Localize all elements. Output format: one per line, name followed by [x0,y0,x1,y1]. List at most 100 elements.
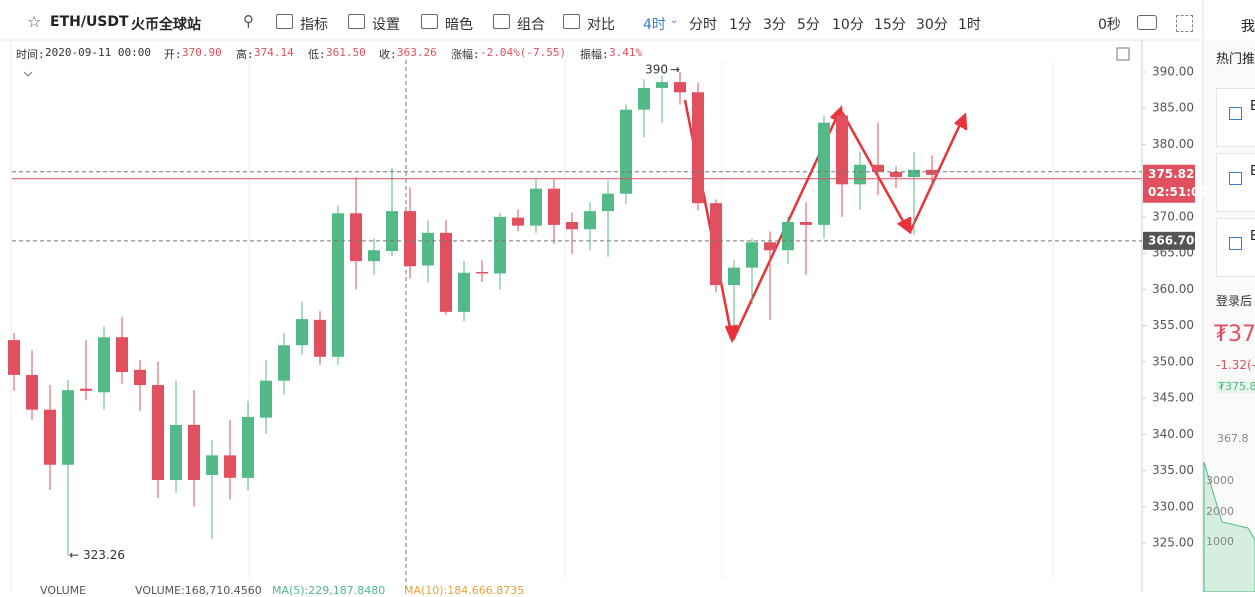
candle-body [80,388,92,391]
candle-body [710,203,722,286]
tool-icon[interactable] [563,14,580,29]
y-tick-label: 380.00 [1152,137,1194,151]
period-button[interactable]: 5分 [797,17,820,33]
sidebar-card [1216,88,1255,147]
candle-body [206,455,218,475]
symbol: ETH/USDT [50,14,129,30]
info-value: 374.14 [254,46,294,59]
info-label: 涨幅: [451,48,480,61]
tool-button[interactable]: 设置 [372,17,400,33]
candle-body [890,171,902,178]
checkbox[interactable] [1229,172,1242,185]
tool-button[interactable]: 组合 [517,17,545,33]
collapse-icon[interactable] [23,71,33,77]
y-tick-label: 355.00 [1152,318,1194,332]
high-arrow: → [670,62,680,76]
countdown: 0秒 [1098,17,1121,33]
candle-body [62,390,74,465]
price-tag [1143,164,1195,203]
info-label: 高: [236,48,254,61]
candle-body [602,193,614,212]
period-active[interactable]: 4时 [643,17,666,33]
checkbox[interactable] [1229,107,1242,120]
sidebar-card [1216,153,1255,212]
info-value: -2.04%(-7.55) [480,46,567,59]
countdown: 02:51:04 [1148,185,1208,199]
candle-body [458,272,470,312]
period-button[interactable]: 30分 [916,17,948,33]
candle-body [728,267,740,286]
info-value: 2020-09-11 00:00 [45,46,151,59]
volume-label: VOLUME:168,710.4560 [135,584,262,597]
period-button[interactable]: 分时 [689,17,717,33]
candle-body [8,340,20,375]
candle-body [26,374,38,410]
exchange: 火币全球站 [131,17,201,33]
checkbox[interactable] [1229,237,1242,250]
candle-body [854,164,866,185]
info-label: 开: [164,48,182,61]
candle-body [296,319,308,346]
sidebar-item[interactable]: E [1250,99,1255,114]
candle-body [638,87,650,110]
depth-top: 367.8 [1217,432,1249,445]
info-label: 振幅: [580,48,609,61]
candle-body [548,188,560,225]
depth-tick: 1000 [1206,535,1234,548]
candle-body [926,169,938,175]
candle-body [422,232,434,266]
candle-body [836,115,848,185]
sidebar-tab: 我 [1241,19,1255,35]
candle-body [242,416,254,478]
tool-button[interactable]: 暗色 [445,17,473,33]
sidebar-price: ₮37 [1214,322,1255,347]
candle-body [746,242,758,268]
tool-icon[interactable] [276,14,293,29]
period-button[interactable]: 15分 [874,17,906,33]
fullscreen-icon[interactable] [1176,15,1193,32]
period-button[interactable]: 1分 [729,17,752,33]
last-price: 375.82 [1148,167,1194,181]
tool-icon[interactable] [348,14,365,29]
info-value: 363.26 [397,46,437,59]
tool-icon[interactable] [421,14,438,29]
tool-icon[interactable] [493,14,510,29]
tool-button[interactable]: 对比 [587,17,615,33]
candle-body [584,211,596,230]
candle-body [764,242,776,251]
star-icon: ☆ [27,12,42,31]
high-marker: 390 [645,62,668,76]
low-arrow: ← [69,548,79,562]
candle-body [368,250,380,262]
info-label: 低: [308,48,326,61]
period-button[interactable]: 10分 [832,17,864,33]
sidebar-cny: ₮375.8 [1216,380,1255,393]
candle-body [332,213,344,357]
candle-body [566,222,578,230]
marked-tag [1143,231,1195,250]
y-tick-label: 370.00 [1152,209,1194,223]
sidebar-section: 热门推 [1216,52,1255,67]
candle-body [656,82,668,88]
candle-body [782,222,794,251]
candle-body [404,211,416,267]
expand-icon[interactable] [1116,47,1130,61]
y-tick-label: 345.00 [1152,391,1194,405]
candle-body [440,232,452,312]
info-label: 时间: [16,48,45,61]
period-button[interactable]: 3分 [763,17,786,33]
camera-icon[interactable] [1137,15,1157,30]
search-icon[interactable]: ⚲ [243,12,254,30]
y-tick-label: 390.00 [1152,64,1194,78]
candle-body [494,216,506,274]
sidebar-item[interactable]: E [1250,229,1255,244]
candle-body [260,380,272,418]
period-button[interactable]: 1时 [958,17,981,33]
v-grid [248,60,1054,580]
tool-button[interactable]: 指标 [300,17,328,33]
candle-body [152,385,164,480]
sidebar-item[interactable]: E [1250,164,1255,179]
